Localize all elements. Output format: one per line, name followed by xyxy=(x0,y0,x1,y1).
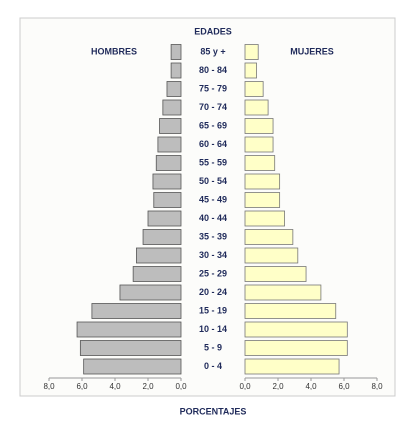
bar xyxy=(132,266,182,282)
bar xyxy=(244,303,337,319)
bar xyxy=(244,62,257,79)
bar xyxy=(244,44,259,60)
category-label: 10 - 14 xyxy=(199,324,227,334)
bar xyxy=(244,340,348,356)
bar xyxy=(244,173,281,190)
x-tick-label: 2,0 xyxy=(142,382,154,391)
category-label: 25 - 29 xyxy=(199,268,227,278)
bar xyxy=(244,192,281,208)
category-label: 85 y + xyxy=(200,46,225,56)
bar xyxy=(155,155,182,171)
bar xyxy=(244,284,322,301)
category-label: 35 - 39 xyxy=(199,231,227,241)
bar xyxy=(244,155,276,171)
bar xyxy=(142,229,182,245)
x-tick-label: 4,0 xyxy=(305,382,317,391)
category-label: 70 - 74 xyxy=(199,102,227,112)
category-label: 0 - 4 xyxy=(204,361,222,371)
category-label: 40 - 44 xyxy=(199,213,227,223)
x-tick-label: 4,0 xyxy=(109,382,121,391)
bar xyxy=(244,136,274,153)
bar xyxy=(91,303,182,319)
x-tick-label: 2,0 xyxy=(272,382,284,391)
bar xyxy=(162,99,182,116)
category-label: 80 - 84 xyxy=(199,65,227,75)
legend-entry: MUJERES xyxy=(290,46,334,56)
bar xyxy=(79,340,182,356)
bar xyxy=(170,62,182,79)
bar xyxy=(157,136,182,153)
bar xyxy=(76,321,182,338)
bar xyxy=(244,210,285,227)
bar xyxy=(159,118,182,134)
bar xyxy=(244,118,274,134)
x-tick-label: 6,0 xyxy=(338,382,350,391)
bar xyxy=(244,247,299,264)
x-tick-label: 0,0 xyxy=(239,382,251,391)
bar xyxy=(244,266,307,282)
bar xyxy=(244,321,348,338)
category-label: 20 - 24 xyxy=(199,287,227,297)
bar xyxy=(166,81,182,97)
category-label: 60 - 64 xyxy=(199,139,227,149)
category-label: 5 - 9 xyxy=(204,342,222,352)
x-tick-label: 6,0 xyxy=(76,382,88,391)
bar xyxy=(170,44,182,60)
x-tick-label: 8,0 xyxy=(43,382,55,391)
bar xyxy=(153,192,182,208)
category-label: 30 - 34 xyxy=(199,250,227,260)
bar xyxy=(147,210,182,227)
category-label: 75 - 79 xyxy=(199,83,227,93)
bar xyxy=(244,81,264,97)
bar xyxy=(83,358,182,375)
category-label: 55 - 59 xyxy=(199,157,227,167)
legend-entry: HOMBRES xyxy=(91,46,137,56)
category-label: 45 - 49 xyxy=(199,194,227,204)
category-label: 65 - 69 xyxy=(199,120,227,130)
x-tick-label: 0,0 xyxy=(175,382,187,391)
chart-title: EDADES xyxy=(194,26,232,36)
x-tick-label: 8,0 xyxy=(371,382,383,391)
bar xyxy=(136,247,182,264)
category-label: 50 - 54 xyxy=(199,176,227,186)
bar xyxy=(244,99,269,116)
x-axis-label: PORCENTAJES xyxy=(180,406,247,416)
bar xyxy=(244,229,294,245)
bar xyxy=(244,358,340,375)
bar xyxy=(119,284,182,301)
category-label: 15 - 19 xyxy=(199,305,227,315)
bar xyxy=(152,173,182,190)
